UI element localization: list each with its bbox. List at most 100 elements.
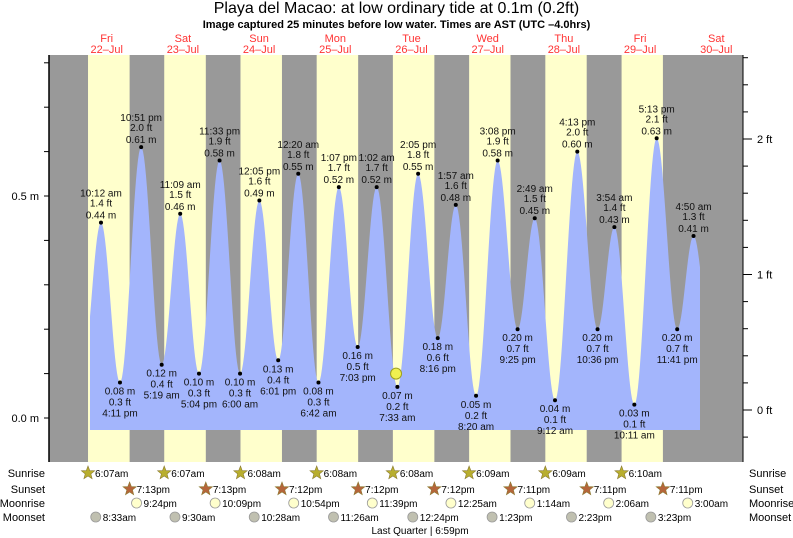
moonset-moon-icon bbox=[90, 511, 102, 523]
moonrise-time: 9:24pm bbox=[144, 499, 177, 510]
sunset-time: 7:12pm bbox=[289, 485, 322, 496]
tide-label: 0.60 m bbox=[562, 140, 593, 151]
tide-label: 1.8 ft bbox=[287, 150, 309, 161]
low-tide-point bbox=[515, 327, 520, 332]
sunrise-time: 6:08am bbox=[400, 469, 433, 480]
day-date: 25–Jul bbox=[319, 44, 351, 56]
moonrise-time: 2:06am bbox=[616, 499, 649, 510]
tide-label: 4:11 pm bbox=[102, 408, 137, 419]
tide-label: 0.44 m bbox=[86, 211, 117, 222]
tide-area bbox=[90, 138, 700, 430]
tide-label: 0.49 m bbox=[244, 188, 275, 199]
tide-label: 0.03 m bbox=[619, 409, 650, 420]
sunrise-star-icon bbox=[232, 465, 248, 480]
tide-label: 4:50 am bbox=[675, 202, 711, 213]
row-label-moonrise: Moonrise bbox=[0, 498, 45, 510]
sunrise-time: 6:09am bbox=[476, 469, 509, 480]
moonset-moon-icon bbox=[248, 511, 260, 523]
moonset-moon-icon bbox=[486, 511, 498, 523]
tide-label: 11:33 pm bbox=[199, 126, 240, 137]
sunset-star-icon bbox=[655, 481, 671, 496]
moonrise-moon-icon bbox=[209, 497, 221, 509]
tide-label: 10:12 am bbox=[80, 189, 122, 200]
row-label-sunset: Sunset bbox=[11, 484, 45, 496]
high-tide-point bbox=[178, 211, 183, 216]
high-tide-point bbox=[257, 198, 262, 203]
moonrise-time: 10:54pm bbox=[301, 499, 340, 510]
tide-label: 0.3 ft bbox=[229, 389, 251, 400]
low-tide-point bbox=[395, 384, 400, 389]
tide-label: 10:51 pm bbox=[120, 113, 162, 124]
tide-label: 12:20 am bbox=[277, 140, 319, 151]
high-tide-point bbox=[495, 158, 500, 163]
tide-label: 0.2 ft bbox=[386, 402, 408, 413]
moonrise-moon-icon bbox=[603, 497, 615, 509]
tide-label: 0.05 m bbox=[461, 400, 492, 411]
sunset-time: 7:12pm bbox=[365, 485, 398, 496]
tide-label: 0.58 m bbox=[204, 148, 235, 159]
tide-label: 0.20 m bbox=[582, 333, 613, 344]
tide-label: 0.43 m bbox=[599, 215, 630, 226]
day-name: Sat bbox=[175, 33, 192, 45]
low-tide-point bbox=[276, 358, 281, 363]
low-tide-point bbox=[435, 336, 440, 341]
tide-label: 0.6 ft bbox=[427, 353, 449, 364]
low-tide-point bbox=[595, 327, 600, 332]
moonset-time: 8:33am bbox=[103, 513, 136, 524]
sunset-time: 7:11pm bbox=[518, 485, 551, 496]
day-date: 26–Jul bbox=[395, 44, 427, 56]
moonrise-time: 1:14am bbox=[537, 499, 570, 510]
sunset-star-icon bbox=[579, 481, 595, 496]
tide-label: 0.45 m bbox=[519, 206, 550, 217]
sunset-time: 7:12pm bbox=[441, 485, 474, 496]
tide-label: 0.7 ft bbox=[586, 344, 608, 355]
tide-label: 0.5 ft bbox=[347, 362, 369, 373]
sunrise-star-icon bbox=[80, 465, 96, 480]
tide-label: 10:11 am bbox=[614, 431, 655, 442]
moonrise-moon-icon bbox=[366, 497, 378, 509]
low-tide-point bbox=[117, 380, 122, 385]
right-tick-label: 1 ft bbox=[757, 270, 772, 282]
sunset-time: 7:11pm bbox=[594, 485, 627, 496]
sunset-star-icon bbox=[274, 481, 290, 496]
high-tide-point bbox=[532, 216, 537, 221]
moonrise-moon-icon bbox=[524, 497, 536, 509]
current-tide-marker bbox=[390, 367, 403, 380]
moonrise-time: 10:09pm bbox=[222, 499, 261, 510]
tide-label: 1.8 ft bbox=[407, 150, 429, 161]
moonrise-time: 3:00am bbox=[695, 499, 728, 510]
row-label-moonset: Moonset bbox=[749, 512, 791, 524]
row-label-moonset: Moonset bbox=[3, 512, 45, 524]
high-tide-point bbox=[336, 185, 341, 190]
tide-label: 1.7 ft bbox=[328, 163, 350, 174]
left-tick-label: 0.5 m bbox=[11, 191, 39, 203]
low-tide-point bbox=[238, 371, 243, 376]
tide-label: 0.3 ft bbox=[188, 389, 210, 400]
sunset-time: 7:13pm bbox=[137, 485, 170, 496]
tide-label: 2:49 am bbox=[517, 184, 553, 195]
moonset-moon-icon bbox=[566, 511, 577, 523]
chart-subtitle: Image captured 25 minutes before low wat… bbox=[202, 19, 591, 31]
tide-label: 1.9 ft bbox=[487, 136, 509, 147]
tide-label: 0.4 ft bbox=[267, 375, 289, 386]
tide-label: 0.3 ft bbox=[109, 397, 131, 408]
high-tide-point bbox=[612, 225, 617, 230]
tide-label: 0.55 m bbox=[403, 162, 434, 173]
tide-label: 3:54 am bbox=[596, 193, 632, 204]
sunrise-star-icon bbox=[309, 465, 325, 480]
tide-label: 8:16 pm bbox=[420, 364, 456, 375]
tide-label: 0.61 m bbox=[126, 135, 157, 146]
tide-label: 0.52 m bbox=[324, 175, 355, 186]
sunrise-time: 6:08am bbox=[247, 469, 280, 480]
high-tide-point bbox=[139, 145, 144, 150]
tide-label: 0.12 m bbox=[146, 369, 177, 380]
moonrise-moon-icon bbox=[445, 497, 457, 509]
moonrise-moon-icon bbox=[682, 497, 694, 509]
tide-label: 1.3 ft bbox=[682, 212, 704, 223]
moonset-time: 10:28am bbox=[261, 513, 300, 524]
moonrise-time: 11:39pm bbox=[379, 499, 417, 510]
high-tide-point bbox=[691, 233, 696, 238]
tide-label: 1:07 pm bbox=[321, 153, 357, 164]
